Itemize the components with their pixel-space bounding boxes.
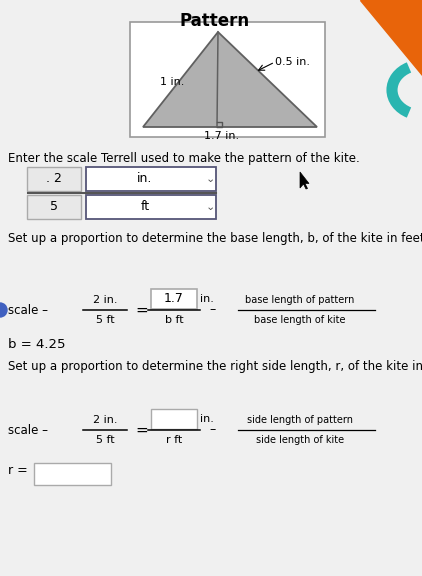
Text: ⌄: ⌄ [206, 202, 215, 212]
Text: r =: r = [8, 464, 28, 477]
FancyBboxPatch shape [27, 195, 81, 219]
Text: =: = [135, 423, 149, 438]
Text: Enter the scale Terrell used to make the pattern of the kite.: Enter the scale Terrell used to make the… [8, 152, 360, 165]
Text: r ft: r ft [166, 435, 182, 445]
Text: 0.5 in.: 0.5 in. [275, 57, 310, 67]
Text: 1 in.: 1 in. [160, 77, 184, 87]
Text: 5: 5 [50, 200, 58, 214]
Text: scale –: scale – [8, 423, 48, 437]
Text: side length of kite: side length of kite [256, 435, 344, 445]
Text: 2 in.: 2 in. [93, 295, 117, 305]
Text: side length of pattern: side length of pattern [247, 415, 353, 425]
Circle shape [0, 303, 7, 317]
Text: base length of pattern: base length of pattern [245, 295, 354, 305]
Text: in.: in. [137, 172, 153, 185]
Text: Set up a proportion to determine the base length, b, of the kite in feet.: Set up a proportion to determine the bas… [8, 232, 422, 245]
Text: 1.7: 1.7 [164, 293, 184, 305]
FancyBboxPatch shape [130, 22, 325, 137]
Text: Set up a proportion to determine the right side length, r, of the kite in feet.: Set up a proportion to determine the rig… [8, 360, 422, 373]
Text: –: – [210, 304, 216, 316]
Text: b ft: b ft [165, 315, 183, 325]
FancyBboxPatch shape [86, 195, 216, 219]
Text: scale –: scale – [8, 304, 48, 316]
FancyBboxPatch shape [86, 167, 216, 191]
Text: ⌄: ⌄ [206, 174, 215, 184]
Polygon shape [360, 0, 422, 75]
Text: ft: ft [141, 200, 149, 214]
FancyBboxPatch shape [27, 167, 81, 191]
Text: Pattern: Pattern [180, 12, 250, 30]
FancyBboxPatch shape [34, 463, 111, 485]
Text: b = 4.25: b = 4.25 [8, 338, 65, 351]
Text: 5 ft: 5 ft [96, 315, 114, 325]
Text: 2 in.: 2 in. [93, 415, 117, 425]
Text: 1.7 in.: 1.7 in. [204, 131, 240, 141]
Text: in.: in. [200, 414, 214, 424]
FancyBboxPatch shape [151, 409, 197, 429]
Polygon shape [300, 172, 309, 189]
Polygon shape [143, 32, 317, 127]
Text: =: = [135, 302, 149, 317]
FancyBboxPatch shape [151, 289, 197, 309]
Text: base length of kite: base length of kite [254, 315, 346, 325]
Text: 5 ft: 5 ft [96, 435, 114, 445]
Text: . 2: . 2 [46, 172, 62, 185]
Text: –: – [210, 423, 216, 437]
Text: in.: in. [200, 294, 214, 304]
